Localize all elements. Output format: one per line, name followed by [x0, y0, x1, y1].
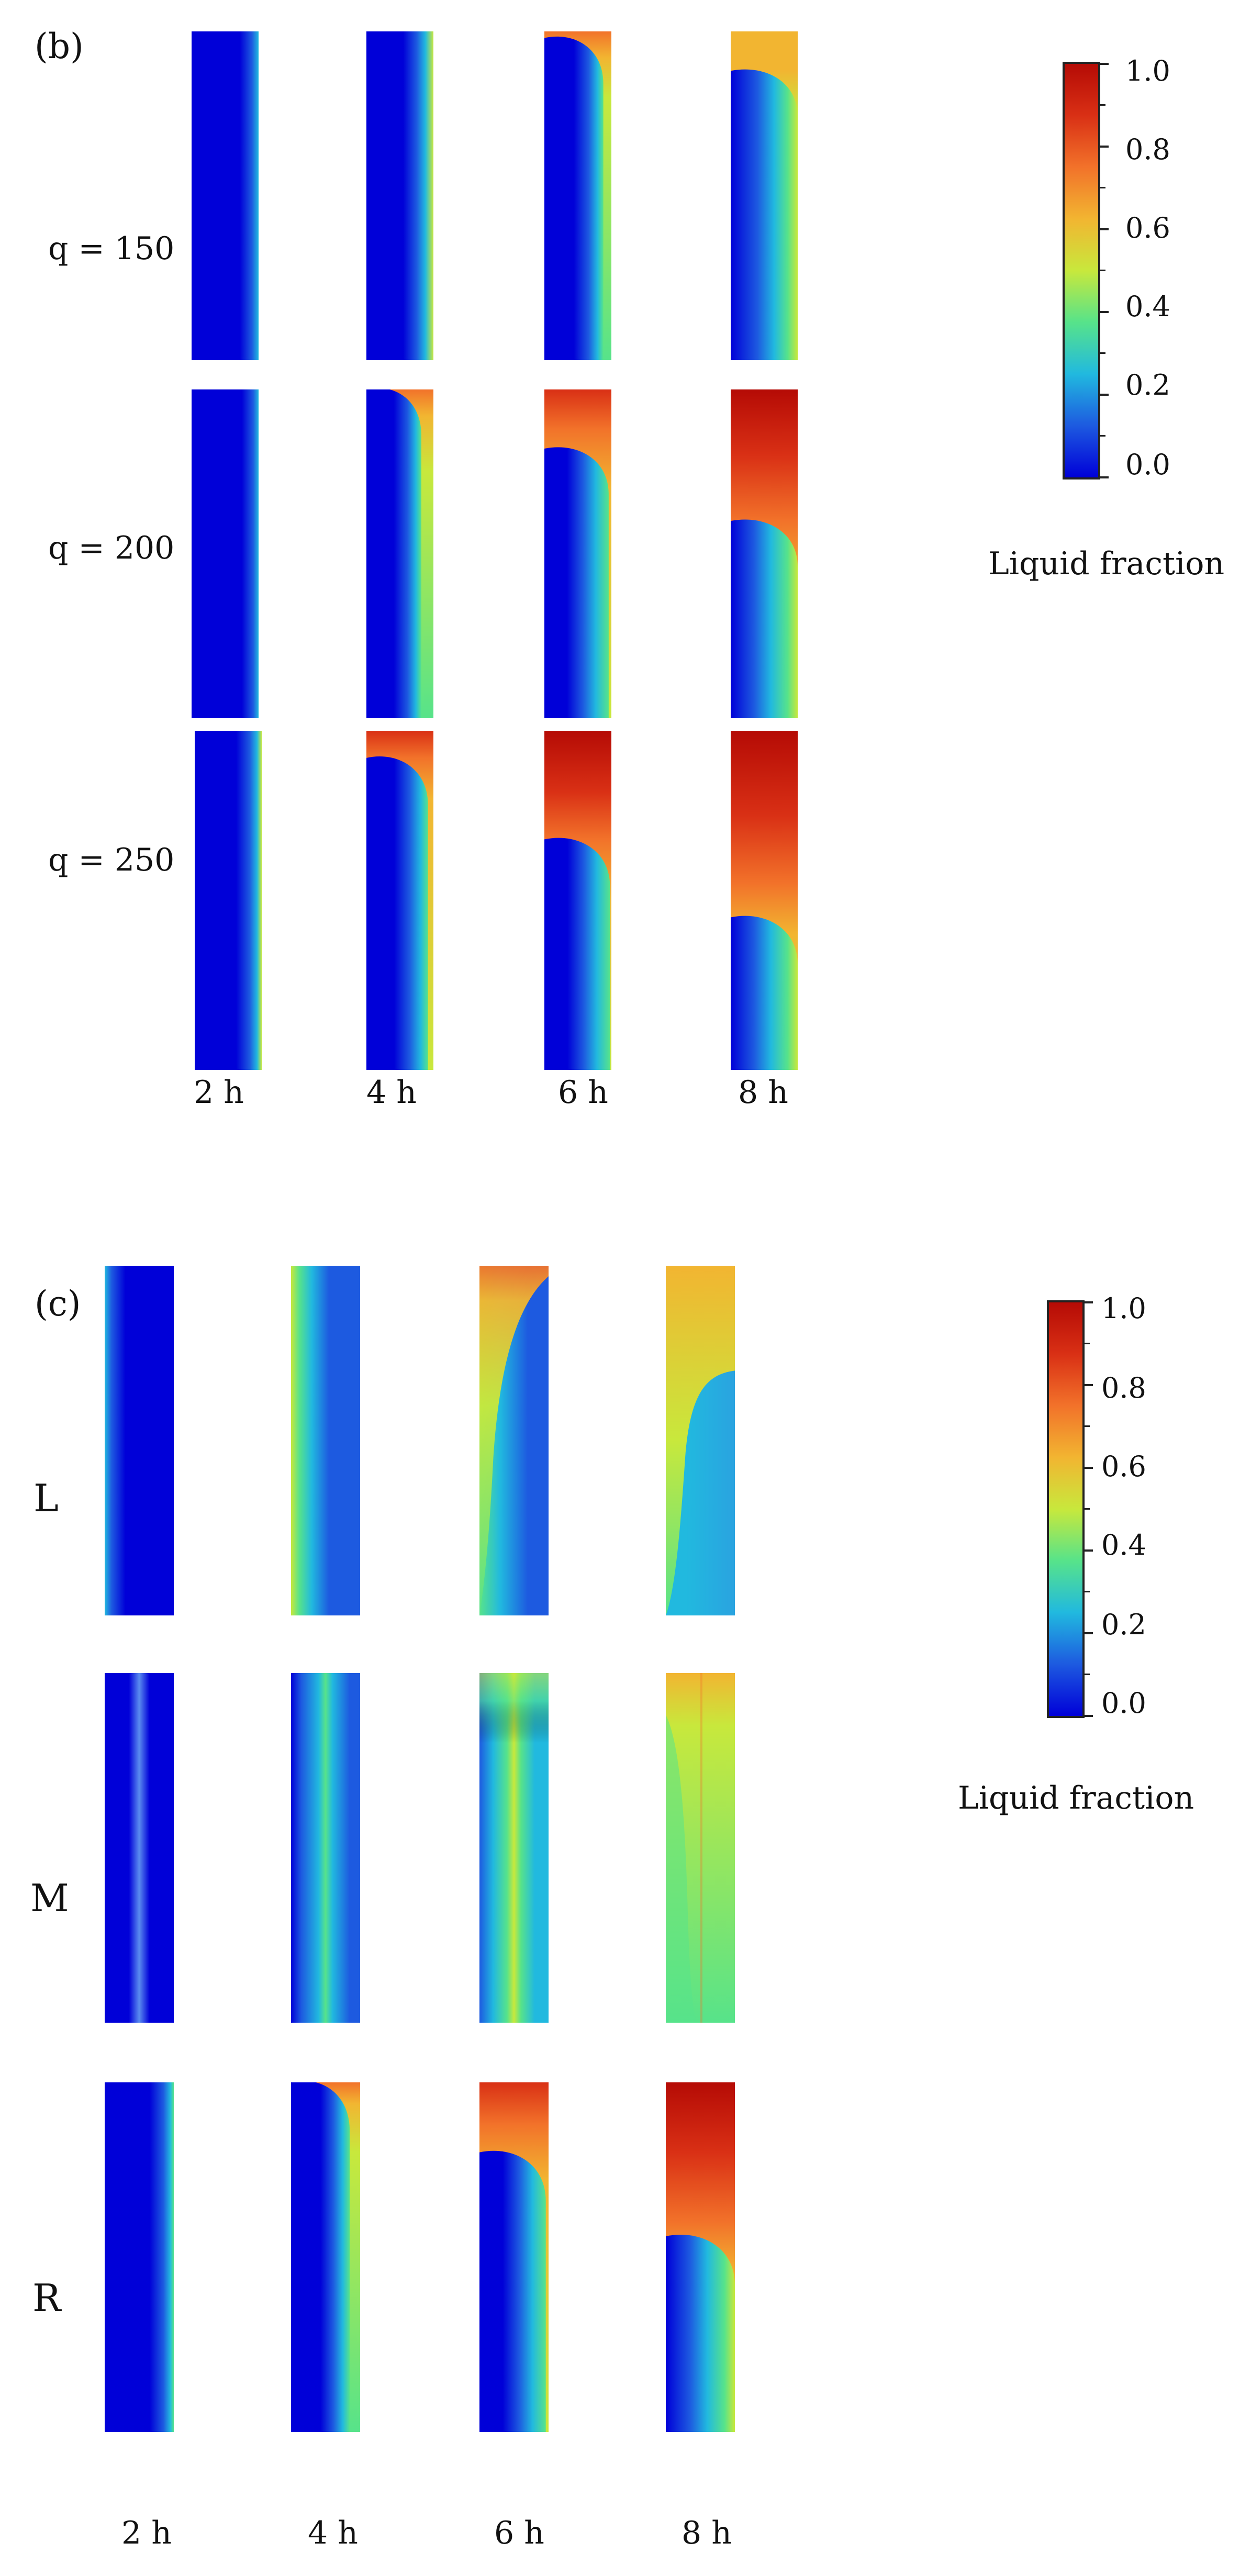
contour-cell-M-2h [105, 1673, 174, 2023]
colorbar-major-tick [1084, 1632, 1093, 1634]
colorbar-minor-tick [1084, 1508, 1090, 1510]
contour-cell-q250-2h [195, 731, 262, 1070]
time-label-b-2h: 2 h [194, 1074, 244, 1111]
colorbar-gradient [1063, 62, 1100, 479]
contour-cell-M-8h [666, 1673, 735, 2023]
colorbar-minor-tick [1099, 270, 1105, 271]
colorbar-tick-label: 0.4 [1101, 1529, 1146, 1562]
contour-cell-M-4h [291, 1673, 360, 2023]
colorbar-minor-tick [1084, 1343, 1090, 1344]
panel-c-label: (c) [35, 1284, 81, 1324]
colorbar-tick-label: 0.6 [1125, 211, 1170, 244]
colorbar-title: Liquid fraction [988, 545, 1225, 582]
colorbar-minor-tick [1099, 352, 1105, 354]
time-label-b-6h: 6 h [558, 1074, 608, 1111]
colorbar-tick-label: 0.8 [1101, 1371, 1146, 1404]
time-label-b-4h: 4 h [366, 1074, 417, 1111]
colorbar-tick-label: 0.2 [1101, 1608, 1146, 1641]
panel-b-label: (b) [35, 26, 84, 66]
time-label-b-8h: 8 h [738, 1074, 788, 1111]
row-label-q150: q = 150 [48, 230, 175, 267]
contour-cell-q150-4h [366, 31, 433, 360]
contour-cell-R-2h [105, 2082, 174, 2432]
colorbar-minor-tick [1099, 435, 1105, 437]
colorbar-major-tick [1099, 476, 1109, 478]
contour-cell-q200-8h [731, 389, 798, 718]
colorbar-minor-tick [1084, 1674, 1090, 1675]
contour-cell-R-8h [666, 2082, 735, 2432]
colorbar-major-tick [1099, 63, 1109, 65]
colorbar-minor-tick [1084, 1591, 1090, 1592]
contour-cell-q200-6h [544, 389, 611, 718]
contour-cell-q250-4h [366, 731, 433, 1070]
contour-cell-q150-6h [544, 31, 611, 360]
contour-cell-M-6h [479, 1673, 549, 2023]
colorbar-tick-label: 0.8 [1125, 133, 1170, 166]
colorbar-tick-label: 1.0 [1101, 1292, 1146, 1325]
colorbar-major-tick [1099, 394, 1109, 396]
row-label-q250: q = 250 [48, 842, 175, 878]
row-label-R: R [32, 2276, 61, 2320]
contour-cell-L-6h [479, 1266, 549, 1615]
colorbar-gradient [1047, 1300, 1085, 1718]
row-label-M: M [30, 1876, 69, 1920]
colorbar-tick-label: 1.0 [1125, 54, 1170, 87]
time-label-c-2h: 2 h [121, 2515, 172, 2551]
colorbar-tick-label: 0.2 [1125, 369, 1170, 402]
colorbar-title: Liquid fraction [958, 1780, 1194, 1816]
colorbar-tick-label: 0.0 [1101, 1687, 1146, 1720]
contour-cell-q150-8h [731, 31, 798, 360]
colorbar-major-tick [1084, 1467, 1093, 1469]
row-label-L: L [33, 1476, 59, 1520]
contour-cell-L-2h [105, 1266, 174, 1615]
contour-cell-q200-2h [192, 389, 259, 718]
contour-cell-q150-2h [192, 31, 259, 360]
colorbar-major-tick [1099, 311, 1109, 313]
contour-cell-q250-8h [731, 731, 798, 1070]
colorbar-minor-tick [1084, 1425, 1090, 1427]
time-label-c-8h: 8 h [682, 2515, 732, 2551]
colorbar-tick-label: 0.6 [1101, 1450, 1146, 1483]
row-label-q200: q = 200 [48, 530, 175, 566]
colorbar-tick-label: 0.4 [1125, 290, 1170, 323]
time-label-c-6h: 6 h [494, 2515, 544, 2551]
colorbar-major-tick [1084, 1549, 1093, 1552]
contour-cell-q200-4h [366, 389, 433, 718]
time-label-c-4h: 4 h [308, 2515, 358, 2551]
colorbar-major-tick [1084, 1715, 1093, 1717]
contour-cell-L-8h [666, 1266, 735, 1615]
contour-cell-q250-6h [544, 731, 611, 1070]
colorbar-minor-tick [1099, 104, 1105, 106]
contour-cell-R-4h [291, 2082, 360, 2432]
colorbar-major-tick [1099, 228, 1109, 230]
colorbar-major-tick [1084, 1301, 1093, 1303]
colorbar-major-tick [1099, 146, 1109, 148]
colorbar-tick-label: 0.0 [1125, 448, 1170, 481]
colorbar-minor-tick [1099, 187, 1105, 188]
contour-cell-R-6h [479, 2082, 549, 2432]
contour-cell-L-4h [291, 1266, 360, 1615]
colorbar-major-tick [1084, 1384, 1093, 1386]
